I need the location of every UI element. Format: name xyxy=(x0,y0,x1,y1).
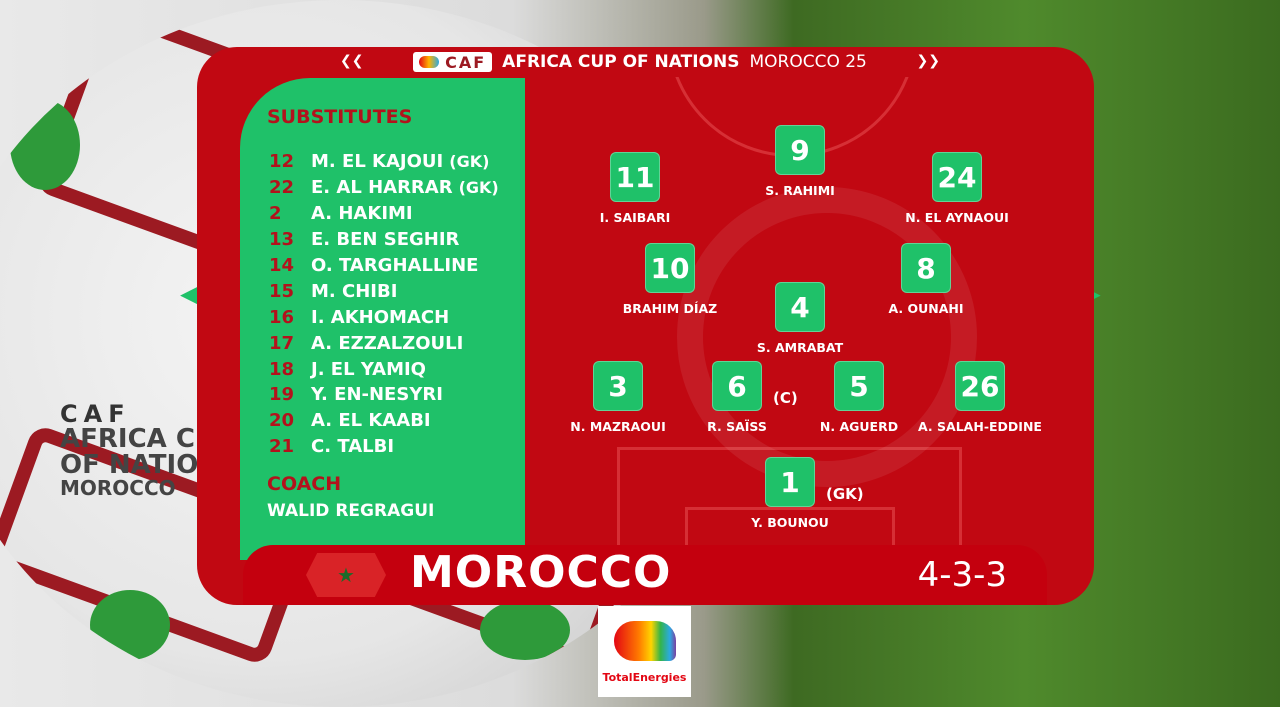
player-number: 24 xyxy=(932,152,982,202)
player-number: 1 xyxy=(765,457,815,507)
lineup-player: 3 N. MAZRAOUI xyxy=(528,361,708,434)
substitute-item: 19 Y. EN-NESYRI xyxy=(269,382,499,408)
sponsor-caf-logo: CAF xyxy=(413,52,493,72)
substitute-number: 22 xyxy=(269,177,295,199)
substitute-item: 16 I. AKHOMACH xyxy=(269,304,499,330)
substitute-number: 13 xyxy=(269,229,295,251)
team-bar: ★ MOROCCO 4-3-3 xyxy=(243,545,1047,605)
substitute-name: E. BEN SEGHIR xyxy=(311,229,460,251)
substitute-tag: (GK) xyxy=(458,178,499,198)
substitute-item: 22 E. AL HARRAR (GK) xyxy=(269,175,499,201)
lineup-player: 6 R. SAÏSS (C) xyxy=(647,361,827,434)
player-number: 8 xyxy=(901,243,951,293)
player-name: I. SAIBARI xyxy=(599,210,671,225)
substitute-number: 20 xyxy=(269,410,295,432)
lineup-panel: SUBSTITUTES 12 M. EL KAJOUI (GK) 22 E. AL HA… xyxy=(197,47,1094,605)
player-name: Y. BOUNOU xyxy=(751,515,829,530)
substitute-number: 18 xyxy=(269,358,295,380)
player-number: 9 xyxy=(775,125,825,175)
lineup-player: 5 N. AGUERD xyxy=(769,361,949,434)
lineup-player: 1 Y. BOUNOU (GK) xyxy=(700,457,880,530)
substitute-item: 15 M. CHIBI xyxy=(269,278,499,304)
team-name: MOROCCO xyxy=(410,547,672,598)
player-name: BRAHIM DÍAZ xyxy=(622,301,718,316)
substitutes-title: SUBSTITUTES xyxy=(267,106,413,128)
substitute-name: A. HAKIMI xyxy=(311,203,413,225)
totalenergies-mini-logo-icon xyxy=(419,56,440,68)
lineup-player: 10 BRAHIM DÍAZ xyxy=(580,243,760,316)
player-number: 5 xyxy=(834,361,884,411)
player-name: A. OUNAHI xyxy=(888,301,964,316)
substitute-item: 14 O. TARGHALLINE xyxy=(269,253,499,279)
substitute-item: 17 A. EZZALZOULI xyxy=(269,330,499,356)
substitute-number: 2 xyxy=(269,203,282,225)
substitute-number: 12 xyxy=(269,151,295,173)
substitute-number: 17 xyxy=(269,332,295,354)
lineup-player: 26 A. SALAH-EDDINE xyxy=(890,361,1070,434)
player-number: 10 xyxy=(645,243,695,293)
substitutes-panel: SUBSTITUTES 12 M. EL KAJOUI (GK) 22 E. AL HA… xyxy=(240,78,525,560)
totalenergies-logo-icon xyxy=(613,621,676,661)
substitutes-list: 12 M. EL KAJOUI (GK) 22 E. AL HARRAR (GK) 2 A. … xyxy=(269,149,499,460)
ball-print-org: CAF xyxy=(60,400,131,428)
substitute-number: 15 xyxy=(269,280,295,302)
lineup-player: 8 A. OUNAHI xyxy=(836,243,1016,316)
player-tag: (GK) xyxy=(826,485,864,503)
totalenergies-logo-text: TotalEnergies xyxy=(602,671,687,684)
coach-title: COACH xyxy=(267,473,342,495)
tournament-title: AFRICA CUP OF NATIONS xyxy=(502,52,740,72)
substitute-number: 19 xyxy=(269,384,295,406)
player-name: S. RAHIMI xyxy=(765,183,835,198)
player-name: R. SAÏSS xyxy=(707,419,767,434)
substitute-name: C. TALBI xyxy=(311,436,395,458)
substitute-number: 14 xyxy=(269,255,295,276)
caf-logo-text: CAF xyxy=(445,52,487,72)
player-name: N. AGUERD xyxy=(819,419,899,434)
substitute-name: Y. EN-NESYRI xyxy=(311,384,443,406)
substitute-item: 21 C. TALBI xyxy=(269,434,499,460)
totalenergies-logo: TotalEnergies xyxy=(598,606,691,697)
coach-name: WALID REGRAGUI xyxy=(267,501,435,521)
substitute-item: 13 E. BEN SEGHIR xyxy=(269,227,499,253)
player-number: 6 xyxy=(712,361,762,411)
ball-print-line: MOROCCO xyxy=(60,476,176,500)
substitute-name: M. CHIBI xyxy=(311,280,398,302)
substitute-name: A. EL KAABI xyxy=(311,410,431,432)
player-name: S. AMRABAT xyxy=(756,340,844,355)
substitute-name: M. EL KAJOUI xyxy=(311,151,444,173)
substitute-number: 21 xyxy=(269,436,295,458)
substitute-name: A. EZZALZOULI xyxy=(311,332,464,354)
substitute-tag: (GK) xyxy=(449,152,490,172)
ball-print-line: AFRICA C xyxy=(60,424,195,454)
ball-print: CAF AFRICA C OF NATIO MOROCCO xyxy=(60,402,198,498)
tournament-subtitle: MOROCCO 25 xyxy=(749,52,867,72)
morocco-flag-icon: ★ xyxy=(306,553,386,597)
tournament-banner: ❮❮ CAF AFRICA CUP OF NATIONS MOROCCO 25 … xyxy=(320,47,960,77)
player-number: 4 xyxy=(775,282,825,332)
ornament-icon: ❯❯ xyxy=(916,53,940,69)
player-tag: (C) xyxy=(773,389,798,407)
formation: 4-3-3 xyxy=(917,555,1007,595)
player-name: N. MAZRAOUI xyxy=(570,419,666,434)
lineup-player: 4 S. AMRABAT xyxy=(710,282,890,355)
player-name: N. EL AYNAOUI xyxy=(905,210,1009,225)
ornament-icon: ❮❮ xyxy=(340,53,364,69)
player-number: 11 xyxy=(610,152,660,202)
ball-print-line: OF NATIO xyxy=(60,450,199,480)
player-number: 26 xyxy=(955,361,1005,411)
lineup-player: 11 I. SAIBARI xyxy=(545,152,725,225)
substitute-item: 20 A. EL KAABI xyxy=(269,408,499,434)
lineup-player: 24 N. EL AYNAOUI xyxy=(867,152,1047,225)
substitute-item: 12 M. EL KAJOUI (GK) xyxy=(269,149,499,175)
substitute-item: 18 J. EL YAMIQ xyxy=(269,356,499,382)
substitute-name: E. AL HARRAR xyxy=(311,177,453,199)
substitute-name: I. AKHOMACH xyxy=(311,306,450,328)
player-number: 3 xyxy=(593,361,643,411)
substitute-name: J. EL YAMIQ xyxy=(311,358,426,380)
player-name: A. SALAH-EDDINE xyxy=(918,419,1042,434)
lineup-player: 9 S. RAHIMI xyxy=(710,125,890,198)
substitute-item: 2 A. HAKIMI xyxy=(269,201,499,227)
substitute-number: 16 xyxy=(269,306,295,328)
substitute-name: O. TARGHALLINE xyxy=(311,255,479,276)
